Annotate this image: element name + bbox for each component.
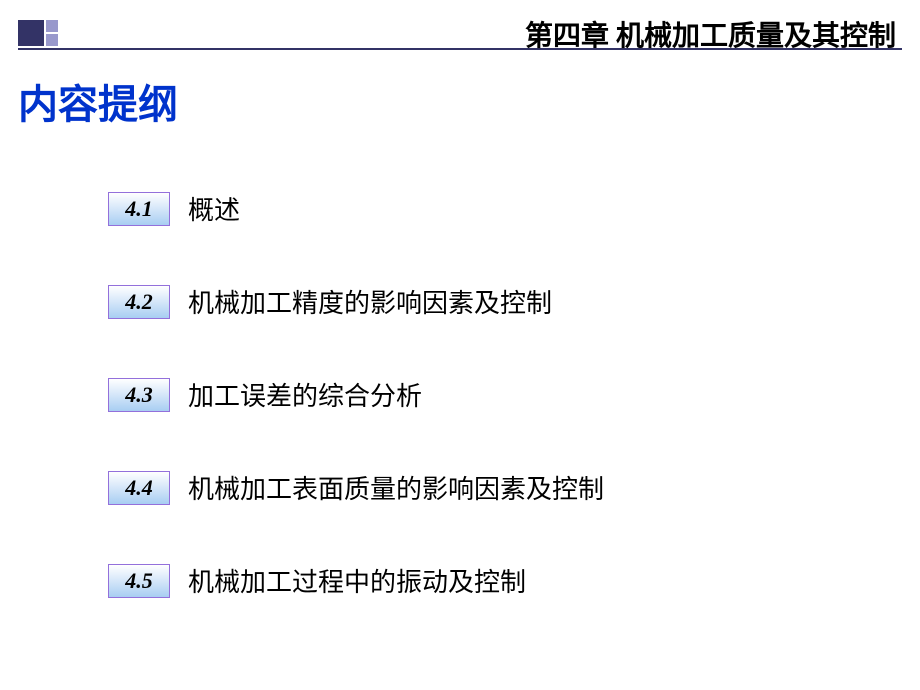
section-number-badge: 4.3 [108,378,170,412]
decoration-small-square [46,20,58,32]
outline-item: 4.5 机械加工过程中的振动及控制 [108,562,604,599]
decoration-big-square [18,20,44,46]
section-number-badge: 4.1 [108,192,170,226]
section-number-badge: 4.4 [108,471,170,505]
section-title-text: 机械加工精度的影响因素及控制 [188,283,552,320]
outline-item: 4.4 机械加工表面质量的影响因素及控制 [108,469,604,506]
header-decoration [18,18,58,46]
chapter-title: 第四章 机械加工质量及其控制 [525,14,896,54]
content-heading: 内容提纲 [18,72,178,130]
outline-list: 4.1 概述 4.2 机械加工精度的影响因素及控制 4.3 加工误差的综合分析 … [108,190,604,655]
outline-item: 4.3 加工误差的综合分析 [108,376,604,413]
section-title-text: 机械加工表面质量的影响因素及控制 [188,469,604,506]
decoration-small-squares [46,18,58,46]
outline-item: 4.1 概述 [108,190,604,227]
section-number-badge: 4.5 [108,564,170,598]
section-title-text: 概述 [188,190,240,227]
section-title-text: 机械加工过程中的振动及控制 [188,562,526,599]
outline-item: 4.2 机械加工精度的影响因素及控制 [108,283,604,320]
section-number-badge: 4.2 [108,285,170,319]
decoration-small-square [46,34,58,46]
section-title-text: 加工误差的综合分析 [188,376,422,413]
